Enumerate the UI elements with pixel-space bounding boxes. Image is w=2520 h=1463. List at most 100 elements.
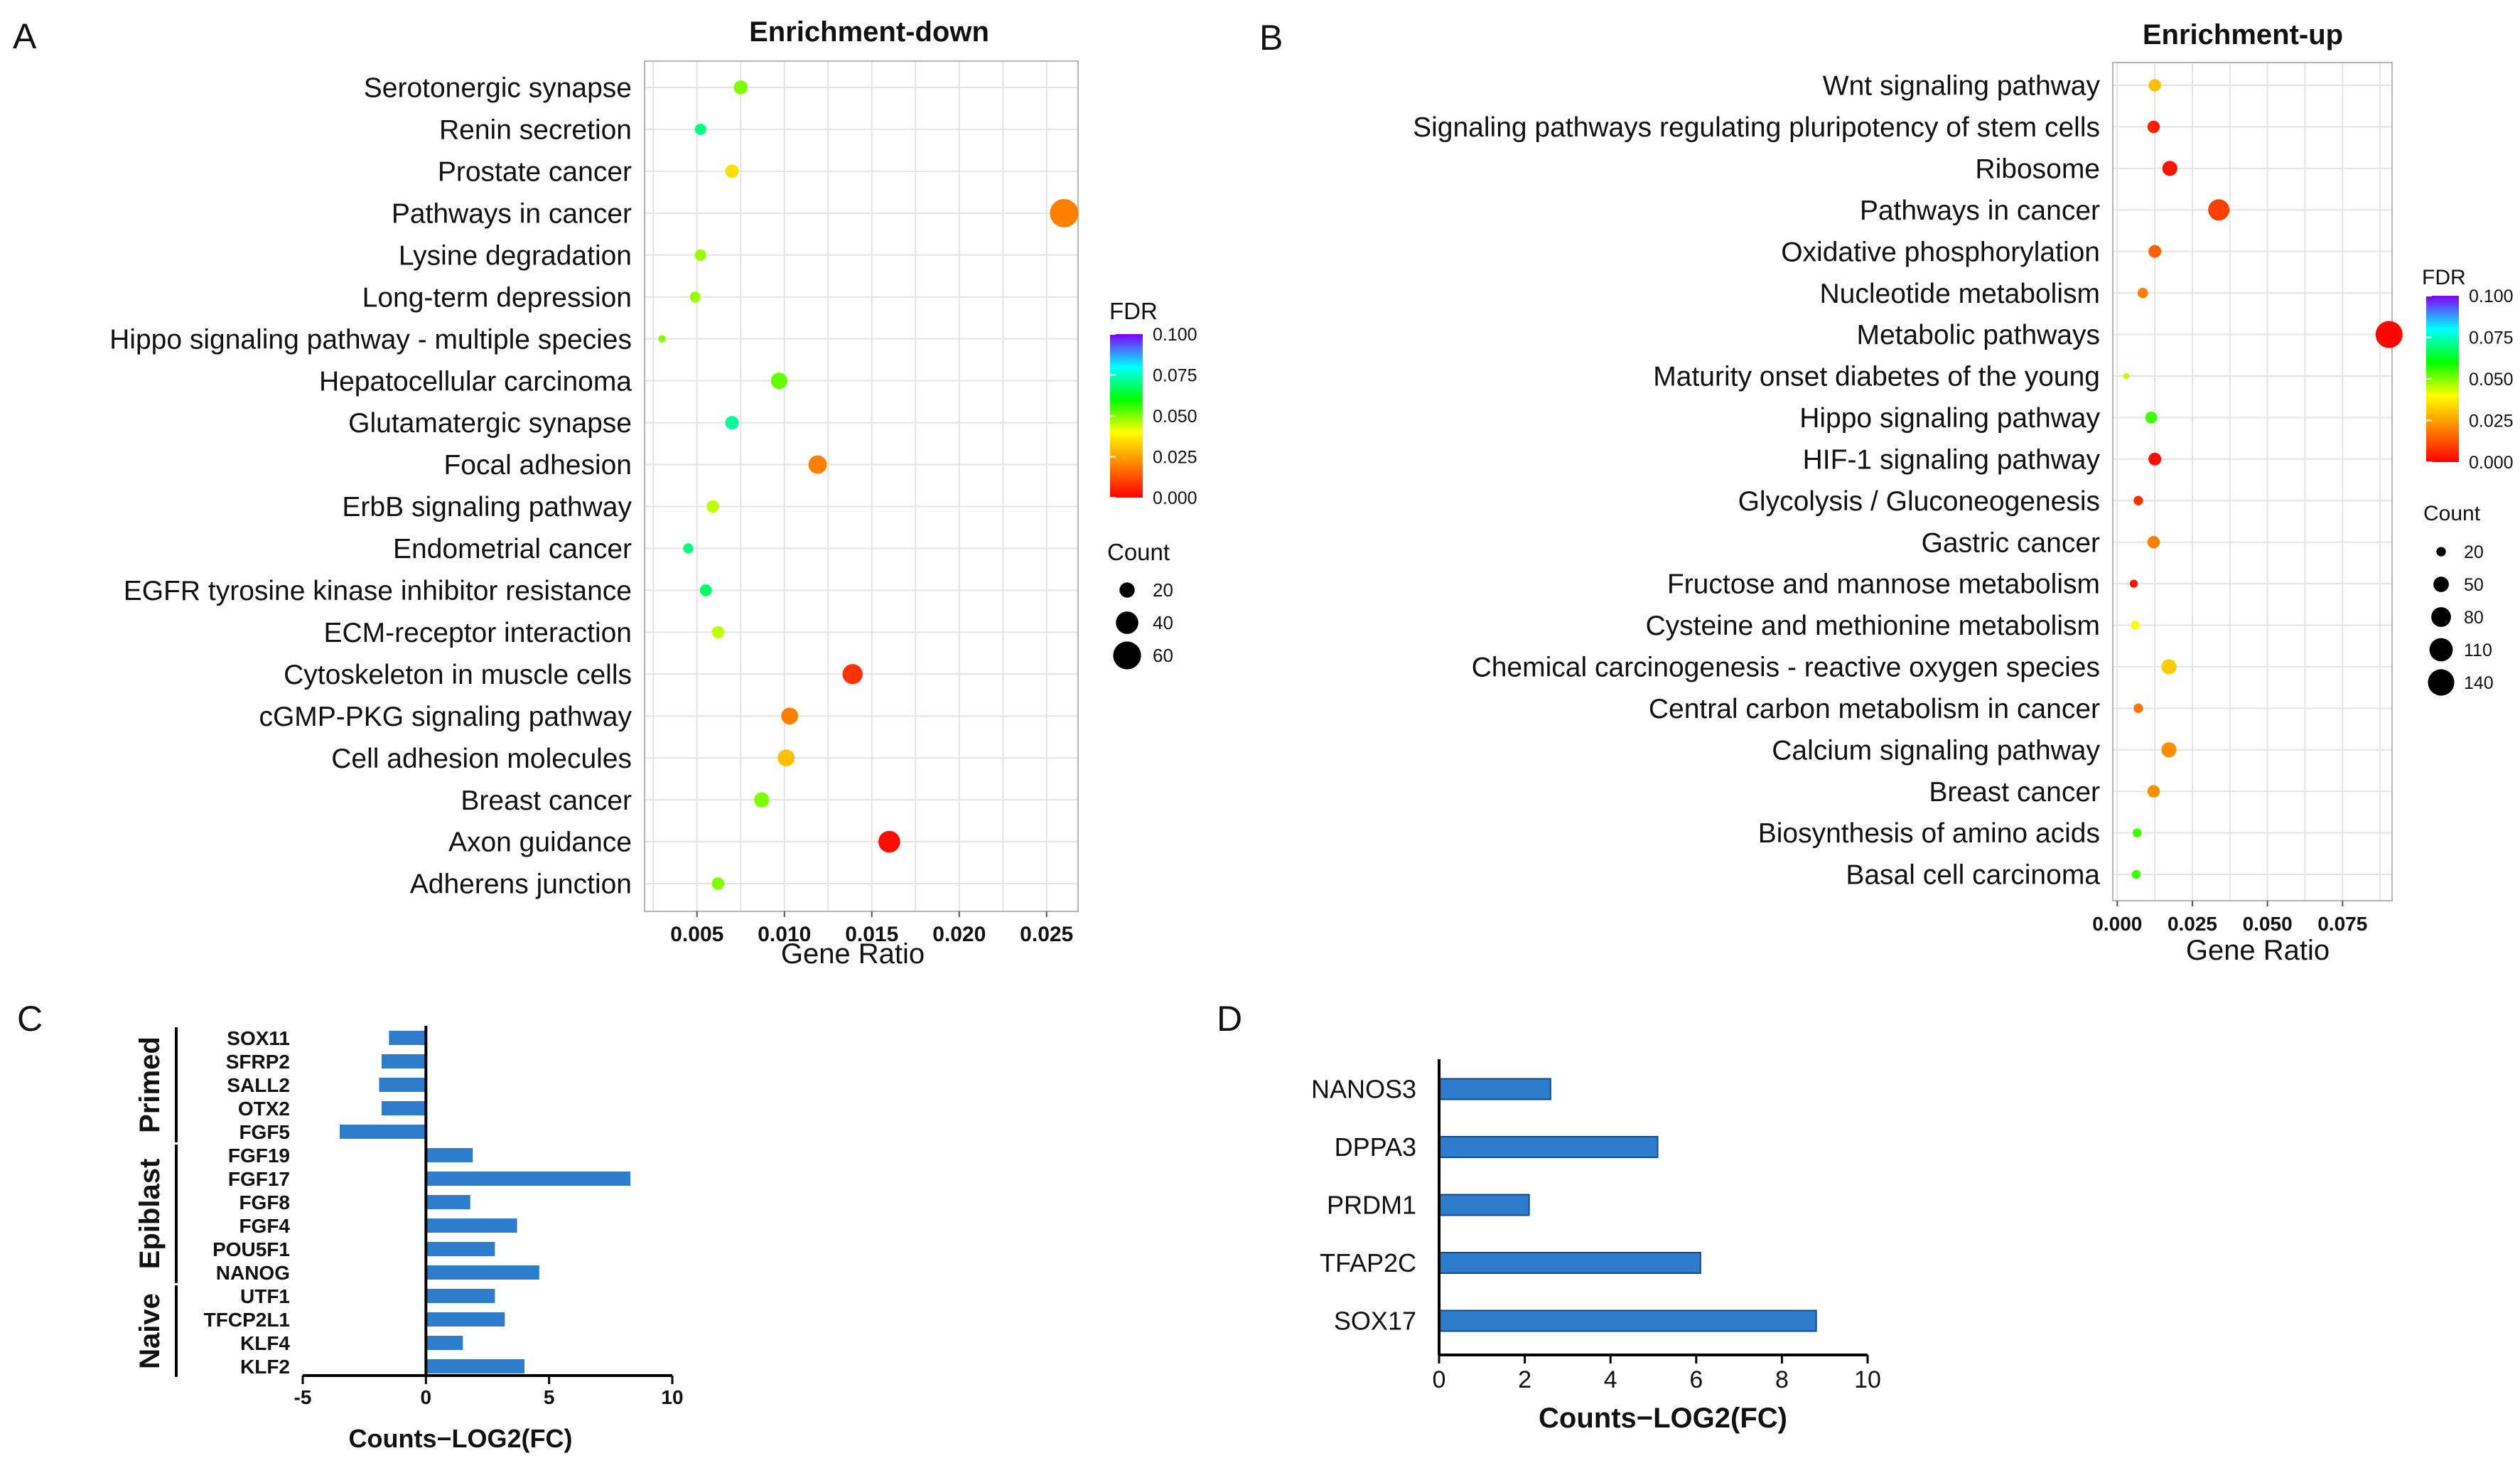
panel-b-point [2161, 659, 2177, 675]
panel-a-count-legend-label: 40 [1153, 612, 1173, 633]
panel-c-category-label: FGF4 [239, 1215, 290, 1237]
panel-a-category-label: Renin secretion [439, 115, 632, 146]
panel-b-category-label: Wnt signaling pathway [1823, 71, 2101, 102]
panel-c-category-label: SALL2 [227, 1074, 290, 1096]
panel-a-point [777, 749, 795, 767]
panel-a-category-label: Focal adhesion [443, 450, 632, 481]
panel-c-bar [426, 1265, 539, 1280]
panel-b-category-label: HIF-1 signaling pathway [1803, 444, 2101, 475]
panel-a-fdr-tick-label: 0.050 [1153, 407, 1197, 427]
panel-b-point [2148, 245, 2162, 258]
panel-b-count-legend-dot [2429, 638, 2453, 662]
panel-c-x-tick-label: 0 [421, 1386, 432, 1408]
panel-d-x-tick-label: 2 [1518, 1366, 1531, 1393]
panel-a-point [733, 80, 748, 95]
panel-a-enrichment-down: Enrichment-down Gene Ratio FDR Count Ser… [109, 16, 1197, 970]
panel-c-bar [426, 1359, 524, 1373]
panel-a-category-label: ECM-receptor interaction [324, 618, 632, 648]
panel-c-bar [426, 1172, 631, 1186]
panel-b-x-tick-label: 0.075 [2317, 913, 2367, 935]
panel-c-x-axis-title: Counts−LOG2(FC) [349, 1424, 573, 1453]
panel-c-category-label: NANOG [216, 1262, 290, 1284]
panel-b-fdr-tick-label: 0.025 [2469, 411, 2514, 431]
panel-a-fdr-tick-label: 0.075 [1153, 365, 1197, 385]
panel-c-x-tick-label: 5 [544, 1386, 555, 1408]
panel-d-x-axis-title: Counts−LOG2(FC) [1539, 1403, 1787, 1434]
panel-b-point [2148, 452, 2162, 466]
panel-c-category-label: KLF2 [240, 1356, 290, 1378]
panel-d-bar [1438, 1194, 1530, 1216]
panel-a-category-label: Lysine degradation [399, 240, 632, 271]
panel-b-category-label: Oxidative phosphorylation [1781, 237, 2100, 267]
panel-b-point [2133, 495, 2143, 505]
panel-a-category-label: Prostate cancer [438, 157, 632, 188]
panel-a-x-axis-title: Gene Ratio [781, 938, 925, 970]
panel-b-fdr-tick-label: 0.075 [2469, 328, 2514, 348]
panel-a-category-label: Glutamatergic synapse [348, 408, 632, 439]
panel-a-point [878, 830, 900, 853]
panel-b-count-legend-label: 50 [2464, 575, 2484, 595]
panel-d-bar [1438, 1309, 1817, 1332]
panel-a-category-label: Pathways in cancer [392, 198, 632, 229]
panel-a-category-label: Adherens junction [410, 869, 632, 900]
panel-c-bar [340, 1125, 426, 1139]
panel-a-x-tick-label: 0.010 [758, 923, 811, 946]
panel-a-count-legend-title: Count [1107, 539, 1170, 565]
panel-b-count-legend-dot [2436, 547, 2446, 557]
panel-a-title: Enrichment-down [749, 16, 989, 48]
panel-a-point [694, 123, 706, 135]
panel-c-bar [426, 1195, 470, 1209]
panel-b-count-legend-dot [2428, 669, 2455, 696]
panel-b-category-label: Gastric cancer [1922, 527, 2100, 558]
panel-b-count-legend-title: Count [2423, 502, 2481, 525]
panel-b-count-legend-dot [2433, 577, 2449, 592]
panel-b-category-label: Nucleotide metabolism [1819, 279, 2100, 309]
panel-b-point [2137, 287, 2148, 299]
panel-b-category-label: Cysteine and methionine metabolism [1645, 611, 2100, 641]
panel-b-count-legend-dot [2431, 607, 2451, 627]
panel-b-count-legend-label: 80 [2464, 608, 2484, 628]
panel-c-bar [426, 1242, 495, 1256]
panel-c-group-label: Epiblast [134, 1159, 166, 1270]
panel-a-x-tick-label: 0.015 [845, 923, 898, 946]
panel-b-fdr-tick-label: 0.100 [2469, 286, 2514, 306]
panel-a-count-legend-label: 20 [1153, 579, 1173, 601]
panel-a-fdr-legend-title: FDR [1109, 298, 1158, 324]
panel-d-bar-chart: Counts−LOG2(FC) NANOS3 DPPA3 PRDM1 TFAP2C SO… [1311, 1059, 1881, 1434]
panel-a-point [699, 584, 712, 596]
panel-a-point [711, 877, 725, 890]
panel-b-category-label: Signaling pathways regulating pluripoten… [1413, 112, 2100, 143]
panel-a-count-legend-dot [1113, 641, 1141, 670]
panel-b-point [2131, 621, 2140, 630]
panel-c-category-label: SOX11 [227, 1027, 290, 1049]
panel-a-category-label: Breast cancer [461, 786, 632, 816]
panel-b-point [2375, 321, 2403, 348]
panel-a-point [725, 416, 739, 430]
panel-c-bar [426, 1289, 495, 1303]
panel-b-point [2147, 785, 2160, 798]
panel-b-point [2208, 199, 2230, 221]
panel-c-bar [426, 1312, 505, 1327]
panel-b-point [2133, 703, 2143, 713]
panel-a-x-tick-label: 0.025 [1020, 923, 1073, 946]
panel-a-count-legend-dot [1119, 582, 1135, 598]
panel-b-category-label: Glycolysis / Gluconeogenesis [1738, 486, 2100, 517]
panel-b-point [2161, 742, 2177, 758]
panel-d-category-label: PRDM1 [1327, 1191, 1416, 1220]
panel-a-fdr-tick-label: 0.100 [1153, 325, 1197, 345]
panel-a-x-tick-label: 0.005 [670, 923, 723, 946]
panel-a-point [770, 373, 788, 390]
panel-d-x-tick-label: 0 [1433, 1366, 1446, 1393]
panel-b-category-label: Maturity onset diabetes of the young [1653, 362, 2100, 392]
panel-d-x-tick-label: 8 [1775, 1366, 1789, 1393]
panel-a-category-label: Axon guidance [448, 827, 632, 858]
panel-c-category-label: OTX2 [238, 1098, 290, 1120]
panel-a-category-label: Endometrial cancer [393, 534, 632, 564]
panel-label-d: D [1217, 999, 1242, 1039]
panel-b-category-label: Ribosome [1975, 154, 2100, 184]
panel-label-b: B [1259, 18, 1283, 58]
panel-b-x-axis-title: Gene Ratio [2186, 935, 2330, 966]
panel-a-point [658, 335, 666, 343]
panel-c-x-tick-label: 10 [661, 1386, 683, 1408]
